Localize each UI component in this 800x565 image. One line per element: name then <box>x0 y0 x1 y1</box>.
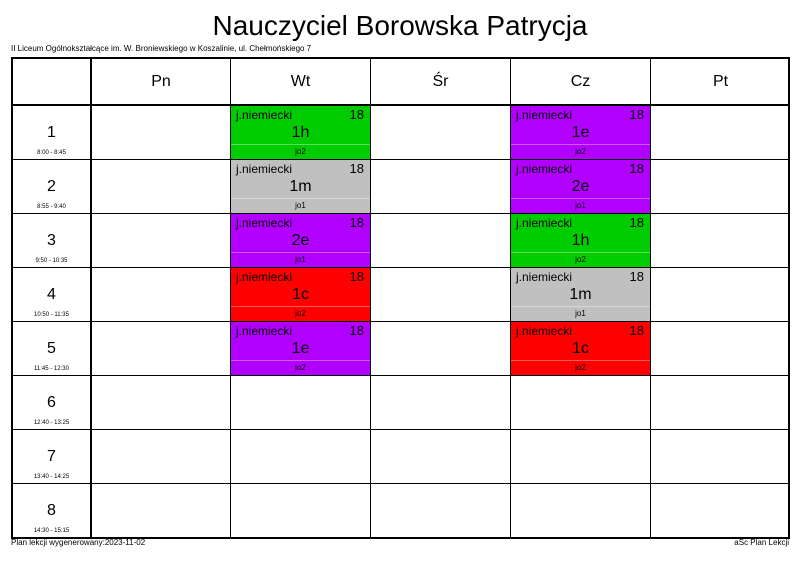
lesson-card[interactable]: j.niemiecki 18 1m jo1 <box>231 160 370 213</box>
lesson-room: 18 <box>629 107 644 122</box>
school-name: II Liceum Ogólnokształcące im. W. Bronie… <box>11 44 312 53</box>
lesson-subject: j.niemiecki <box>516 162 573 176</box>
lesson-group: jo1 <box>231 252 370 267</box>
lesson-card[interactable]: j.niemiecki 18 1c jo2 <box>231 268 370 321</box>
lesson-class: 1c <box>572 340 589 357</box>
lesson-card[interactable]: j.niemiecki 18 2e jo1 <box>231 214 370 267</box>
lesson-class: 1e <box>571 124 590 141</box>
lesson-class: 1h <box>571 232 590 249</box>
period-number: 3 <box>47 232 56 249</box>
period-4: 4 10:50 - 11:35 <box>13 268 90 321</box>
header-divider <box>13 104 788 106</box>
period-time: 11:45 - 12:30 <box>34 366 69 372</box>
day-header-cz: Cz <box>570 73 591 90</box>
lesson-class: 1h <box>291 124 310 141</box>
period-1: 1 8:00 - 8:45 <box>13 106 90 159</box>
row-divider <box>13 321 788 322</box>
lesson-room: 18 <box>349 323 364 338</box>
lesson-subject: j.niemiecki <box>516 216 573 230</box>
lesson-subject: j.niemiecki <box>236 162 293 176</box>
lesson-room: 18 <box>349 107 364 122</box>
page-title: Nauczyciel Borowska Patrycja <box>212 10 588 41</box>
lesson-class: 1m <box>569 286 592 303</box>
row-divider <box>13 159 788 160</box>
day-header-pn: Pn <box>151 73 171 90</box>
lesson-class: 2e <box>571 178 590 195</box>
period-time: 10:50 - 11:35 <box>34 312 69 318</box>
column-divider <box>650 59 651 537</box>
lesson-group: jo2 <box>231 360 370 375</box>
lesson-subject: j.niemiecki <box>236 324 293 338</box>
lesson-card[interactable]: j.niemiecki 18 1h jo2 <box>511 214 650 267</box>
timetable-grid: Pn Wt Śr Cz Pt 1 8:00 - 8:45 2 8:55 - 9:… <box>11 57 790 539</box>
day-header-wt: Wt <box>290 73 311 90</box>
lesson-subject: j.niemiecki <box>516 324 573 338</box>
lesson-group: jo1 <box>511 198 650 213</box>
lesson-group: jo2 <box>231 306 370 321</box>
lesson-room: 18 <box>629 269 644 284</box>
generated-date: Plan lekcji wygenerowany:2023-11-02 <box>11 538 146 547</box>
period-time: 8:00 - 8:45 <box>37 150 66 156</box>
lesson-card[interactable]: j.niemiecki 18 2e jo1 <box>511 160 650 213</box>
lesson-room: 18 <box>349 161 364 176</box>
lesson-group: jo2 <box>231 144 370 159</box>
lesson-room: 18 <box>629 215 644 230</box>
lesson-group: jo2 <box>511 252 650 267</box>
lesson-card[interactable]: j.niemiecki 18 1c jo2 <box>511 322 650 375</box>
lesson-subject: j.niemiecki <box>516 270 573 284</box>
lesson-card[interactable]: j.niemiecki 18 1m jo1 <box>511 268 650 321</box>
lesson-card[interactable]: j.niemiecki 18 1e jo2 <box>231 322 370 375</box>
day-header-pt: Pt <box>712 73 729 90</box>
lesson-class: 1c <box>292 286 309 303</box>
lesson-card[interactable]: j.niemiecki 18 1e jo2 <box>511 106 650 159</box>
period-time: 8:55 - 9:40 <box>37 204 66 210</box>
lesson-class: 1m <box>289 178 312 195</box>
column-divider <box>90 59 92 537</box>
lesson-group: jo2 <box>511 144 650 159</box>
lesson-class: 2e <box>291 232 310 249</box>
period-number: 2 <box>47 178 56 195</box>
period-number: 5 <box>47 340 56 357</box>
lesson-group: jo1 <box>231 198 370 213</box>
lesson-subject: j.niemiecki <box>236 270 293 284</box>
lesson-subject: j.niemiecki <box>516 108 573 122</box>
period-time: 12:40 - 13:25 <box>33 420 70 426</box>
period-7: 7 13:40 - 14:25 <box>13 430 90 483</box>
lesson-group: jo2 <box>511 360 650 375</box>
period-number: 1 <box>47 124 56 141</box>
lesson-room: 18 <box>629 161 644 176</box>
period-5: 5 11:45 - 12:30 <box>13 322 90 375</box>
lesson-subject: j.niemiecki <box>236 108 293 122</box>
period-time: 13:40 - 14:25 <box>33 474 70 480</box>
period-time: 14:30 - 15:15 <box>33 528 70 534</box>
lesson-group: jo1 <box>511 306 650 321</box>
period-number: 8 <box>47 502 56 519</box>
lesson-room: 18 <box>629 323 644 338</box>
column-divider <box>230 59 231 537</box>
period-8: 8 14:30 - 15:15 <box>13 484 90 537</box>
period-number: 4 <box>47 286 56 303</box>
row-divider <box>13 213 788 214</box>
period-number: 7 <box>47 448 56 465</box>
lesson-card[interactable]: j.niemiecki 18 1h jo2 <box>231 106 370 159</box>
row-divider <box>13 375 788 376</box>
lesson-room: 18 <box>349 269 364 284</box>
period-2: 2 8:55 - 9:40 <box>13 160 90 213</box>
lesson-class: 1e <box>291 340 310 357</box>
period-number: 6 <box>47 394 56 411</box>
column-divider <box>510 59 511 537</box>
lesson-subject: j.niemiecki <box>236 216 293 230</box>
row-divider <box>13 267 788 268</box>
row-divider <box>13 483 788 484</box>
day-header-sr: Śr <box>432 73 449 90</box>
period-3: 3 9:50 - 10:35 <box>13 214 90 267</box>
software-credit: aSc Plan Lekcji <box>734 538 789 547</box>
column-divider <box>370 59 371 537</box>
lesson-room: 18 <box>349 215 364 230</box>
period-6: 6 12:40 - 13:25 <box>13 376 90 429</box>
row-divider <box>13 429 788 430</box>
period-time: 9:50 - 10:35 <box>35 258 68 264</box>
